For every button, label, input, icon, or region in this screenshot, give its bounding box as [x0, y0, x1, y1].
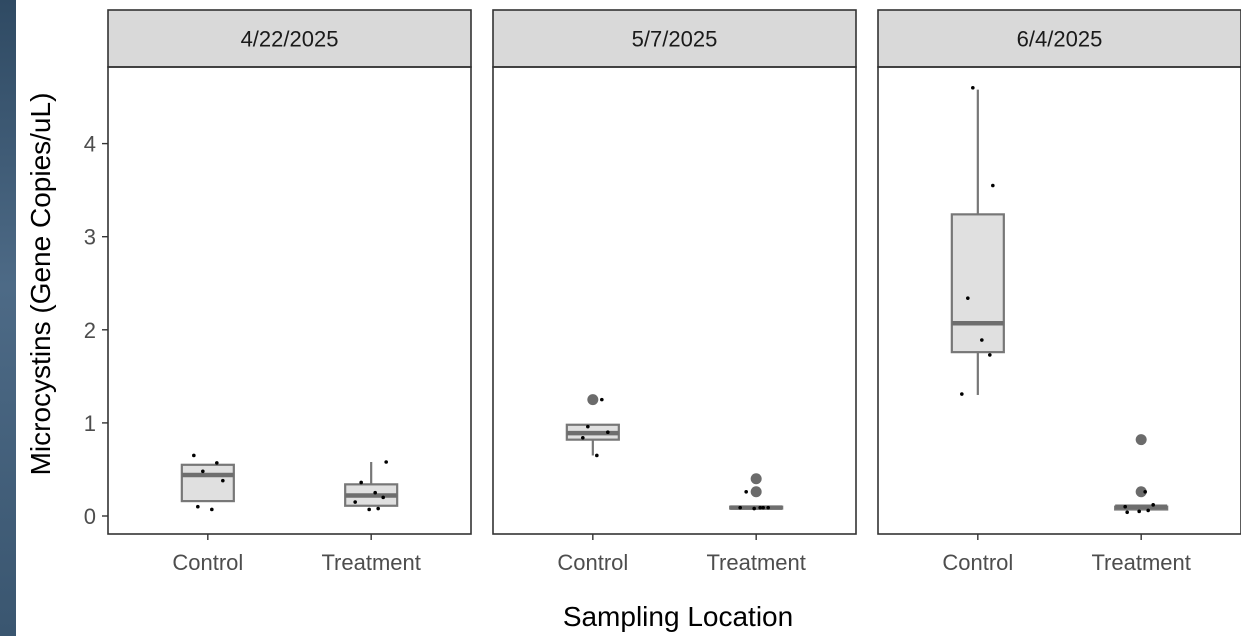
- y-tick-label: 0: [84, 504, 96, 529]
- data-point: [738, 505, 742, 510]
- y-tick-label: 3: [84, 225, 96, 250]
- outlier-point: [750, 473, 762, 485]
- data-point: [606, 430, 610, 435]
- data-point: [586, 424, 590, 429]
- y-tick-label: 4: [84, 132, 96, 157]
- data-point: [384, 460, 388, 464]
- facet-panel: 6/4/2025 Control Treatment: [877, 9, 1241, 575]
- data-point: [359, 480, 363, 485]
- y-axis: 0 1 2 3 4: [84, 132, 108, 529]
- data-point: [1143, 489, 1147, 494]
- box-iqr: [180, 463, 235, 503]
- y-tick-label: 1: [84, 411, 96, 436]
- facet-panel: 4/22/2025 Control Treatment: [107, 9, 472, 575]
- data-point: [201, 469, 205, 474]
- data-point: [761, 505, 765, 510]
- data-point: [988, 353, 992, 357]
- facet-label: 5/7/2025: [632, 27, 718, 52]
- x-tick-label: Control: [942, 550, 1013, 575]
- data-point: [215, 461, 219, 465]
- data-point: [381, 495, 385, 500]
- data-point: [1137, 509, 1141, 514]
- data-point: [1151, 503, 1155, 507]
- facet-label: 4/22/2025: [241, 27, 339, 52]
- data-point: [752, 506, 756, 511]
- data-point: [367, 507, 371, 512]
- box-iqr: [950, 213, 1005, 354]
- x-tick-label: Control: [172, 550, 243, 575]
- data-point: [971, 85, 975, 90]
- data-point: [600, 397, 604, 402]
- data-point: [373, 490, 377, 495]
- outlier-point: [750, 486, 762, 498]
- data-point: [980, 338, 984, 342]
- facet-strip: [492, 9, 857, 68]
- data-point: [766, 505, 770, 510]
- data-point: [966, 296, 970, 300]
- slide-edge-strip: [0, 0, 16, 636]
- facet-panels: 4/22/2025 Control Treatment 5/7/2025 Control…: [107, 9, 1241, 575]
- y-tick-label: 2: [84, 318, 96, 343]
- data-point: [210, 507, 214, 512]
- data-point: [192, 453, 196, 458]
- facet-panel: 5/7/2025 Control Treatment: [492, 9, 857, 575]
- x-tick-label: Treatment: [321, 550, 420, 575]
- data-point: [595, 453, 599, 458]
- outlier-point: [1135, 486, 1147, 498]
- x-axis-title: Sampling Location: [563, 601, 793, 632]
- data-point: [353, 500, 357, 504]
- data-point: [221, 478, 225, 483]
- facet-label: 6/4/2025: [1017, 27, 1103, 52]
- data-point: [744, 489, 748, 494]
- panel-border: [492, 66, 857, 535]
- panel-border: [877, 66, 1241, 535]
- data-point: [758, 505, 762, 510]
- data-point: [1123, 504, 1127, 509]
- y-axis-title: Microcystins (Gene Copies/uL): [25, 93, 56, 476]
- x-tick-label: Treatment: [706, 550, 805, 575]
- data-point: [196, 504, 200, 509]
- x-tick-label: Control: [557, 550, 628, 575]
- x-tick-label: Treatment: [1091, 550, 1190, 575]
- outlier-point: [587, 394, 599, 406]
- data-point: [376, 506, 380, 511]
- facet-strip: [107, 9, 472, 68]
- data-point: [581, 435, 585, 440]
- data-point: [960, 392, 964, 396]
- data-point: [991, 183, 995, 188]
- data-point: [1146, 508, 1150, 513]
- outlier-point: [1135, 434, 1147, 446]
- panel-border: [107, 66, 472, 535]
- data-point: [1125, 510, 1129, 515]
